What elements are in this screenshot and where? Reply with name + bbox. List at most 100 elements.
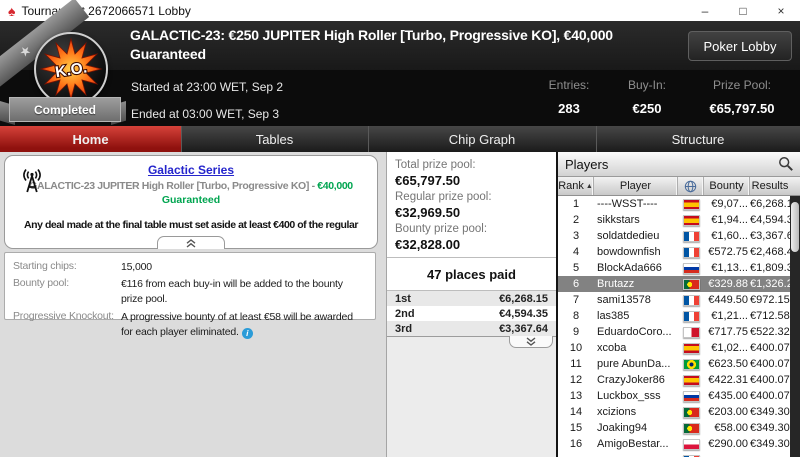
player-result: €400.07 [750,374,790,386]
player-name: xcoba [597,342,627,354]
ko-starburst-icon: K.O. [39,37,103,101]
payout-place: 1st [395,292,411,305]
divider [387,257,556,258]
player-row[interactable]: 6 Brutazz €329.88 €1,326.27 [558,276,800,292]
column-header-rank[interactable]: Rank ▲ [558,177,594,195]
payout-amount: €3,367.64 [499,322,548,335]
player-name: CrazyJoker86 [597,374,665,386]
player-name: Brutazz [597,278,635,290]
player-rank: 12 [569,374,583,386]
ko-badge-icon: K.O. [34,32,108,106]
prize-pool-panel: Total prize pool: €65,797.50 Regular pri… [386,152,556,457]
player-result: €349.30 [750,422,790,434]
player-name: pure AbunDa... [597,358,671,370]
player-row[interactable]: 3 soldatdedieu €1,60... €3,367.64 [558,228,800,244]
player-rank: 2 [572,214,580,226]
stat-label: Prize Pool: [712,78,772,92]
player-result: €6,268.15 [750,198,799,210]
total-prize-value: €65,797.50 [395,173,461,188]
player-row[interactable]: 4 bowdownfish €572.75 €2,468.47 [558,244,800,260]
column-header-results[interactable]: Results [751,180,789,192]
series-link[interactable]: Galactic Series [147,163,235,177]
payout-list: 1st €6,268.15 2nd €4,594.35 3rd €3,367.6… [387,290,556,337]
player-result: €1,326.27 [750,278,799,290]
country-flag-icon [682,246,700,258]
tab[interactable]: Tables [181,126,368,152]
player-bounty: €1,13... [711,262,748,274]
player-row[interactable]: 15 Joaking94 €58.00 €349.30 [558,420,800,436]
tab[interactable]: Chip Graph [368,126,596,152]
player-rank: 8 [572,310,580,322]
poker-lobby-button[interactable]: Poker Lobby [688,31,792,61]
players-table: 1 ----WSST---- €9,07... €6,268.15 2 sikk… [558,196,800,457]
payout-amount: €6,268.15 [499,292,548,305]
collapse-announcement-tab[interactable] [157,236,225,249]
player-row[interactable]: 10 xcoba €1,02... €400.07 [558,340,800,356]
search-player-button[interactable] [776,154,796,174]
player-country [678,198,704,210]
player-row[interactable]: 2 sikkstars €1,94... €4,594.35 [558,212,800,228]
column-header-country[interactable] [678,177,704,195]
country-flag-icon [682,230,700,242]
player-bounty: €1,02... [711,342,748,354]
player-row[interactable]: 14 xcizions €203.00 €349.30 [558,404,800,420]
payout-row: 1st €6,268.15 [387,291,556,306]
window-titlebar: ♠ Tournament 2672066571 Lobby – □ × [0,0,800,21]
tournament-header: GALACTIC-23: €250 JUPITER High Roller [T… [0,21,800,70]
info-icon[interactable]: i [241,327,253,339]
player-result: €1,809.38 [750,262,799,274]
player-rank: 7 [572,294,580,306]
player-row[interactable]: 8 las385 €1,21... €712.58 [558,308,800,324]
player-row[interactable]: 16 AmigoBestar... €290.00 €349.30 [558,436,800,452]
player-row[interactable]: 7 sami13578 €449.50 €972.15 [558,292,800,308]
scrollbar-thumb[interactable] [791,202,799,252]
column-header-bounty[interactable]: Bounty [704,177,750,195]
player-bounty: €422.31 [708,374,748,386]
player-country [678,326,704,338]
player-result: €400.07 [750,358,790,370]
player-country [678,390,704,402]
tournament-title: GALACTIC-23: €250 JUPITER High Roller [T… [130,26,690,64]
player-country [678,310,704,322]
prize-pools: Total prize pool: €65,797.50 Regular pri… [387,152,556,257]
player-result: €972.15 [750,294,790,306]
player-country [678,246,704,258]
globe-icon [684,180,697,192]
stat-value: €250 [632,101,662,116]
player-row[interactable]: 1 ----WSST---- €9,07... €6,268.15 [558,196,800,212]
player-bounty: €717.75 [708,326,748,338]
expand-payouts-tab[interactable] [509,336,553,348]
players-scrollbar[interactable] [790,196,800,457]
player-bounty: €329.88 [708,278,748,290]
tab[interactable]: Structure [596,126,800,152]
player-row[interactable]: 13 Luckbox_sss €435.00 €400.07 [558,388,800,404]
country-flag-icon [682,310,700,322]
info-text: €116 from each buy-in will be added to t… [121,278,343,306]
player-name: EduardoCoro... [597,326,672,338]
player-result: €349.30 [750,438,790,450]
player-row[interactable]: 12 CrazyJoker86 €422.31 €400.07 [558,372,800,388]
minimize-icon[interactable]: – [701,3,709,18]
player-bounty: €58.00 [714,422,748,434]
column-header-player[interactable]: Player [594,177,678,195]
player-result: €712.58 [750,310,790,322]
stats-bar: Started at 23:00 WET, Sep 2 Ended at 03:… [0,70,800,126]
player-row[interactable]: 11 pure AbunDa... €623.50 €400.07 [558,356,800,372]
players-column-headers: Rank ▲ Player Bounty Results [558,177,800,196]
player-result: €400.07 [750,342,790,354]
content-area: Galactic Series GALACTIC-23 JUPITER High… [0,152,800,457]
players-panel: Players Rank ▲ Player [556,152,800,457]
players-panel-title: Players [565,156,609,172]
tab[interactable]: Home [0,126,181,152]
player-row[interactable] [558,452,800,457]
player-rank: 9 [572,326,580,338]
payout-amount: €4,594.35 [499,307,548,320]
player-bounty: €449.50 [708,294,748,306]
player-row[interactable]: 5 BlockAda666 €1,13... €1,809.38 [558,260,800,276]
maximize-icon[interactable]: □ [739,3,747,18]
player-row[interactable]: 9 EduardoCoro... €717.75 €522.32 [558,324,800,340]
stat-label: Entries: [548,78,590,92]
player-bounty: €1,94... [711,214,748,226]
close-icon[interactable]: × [777,3,785,18]
player-bounty: €203.00 [708,406,748,418]
